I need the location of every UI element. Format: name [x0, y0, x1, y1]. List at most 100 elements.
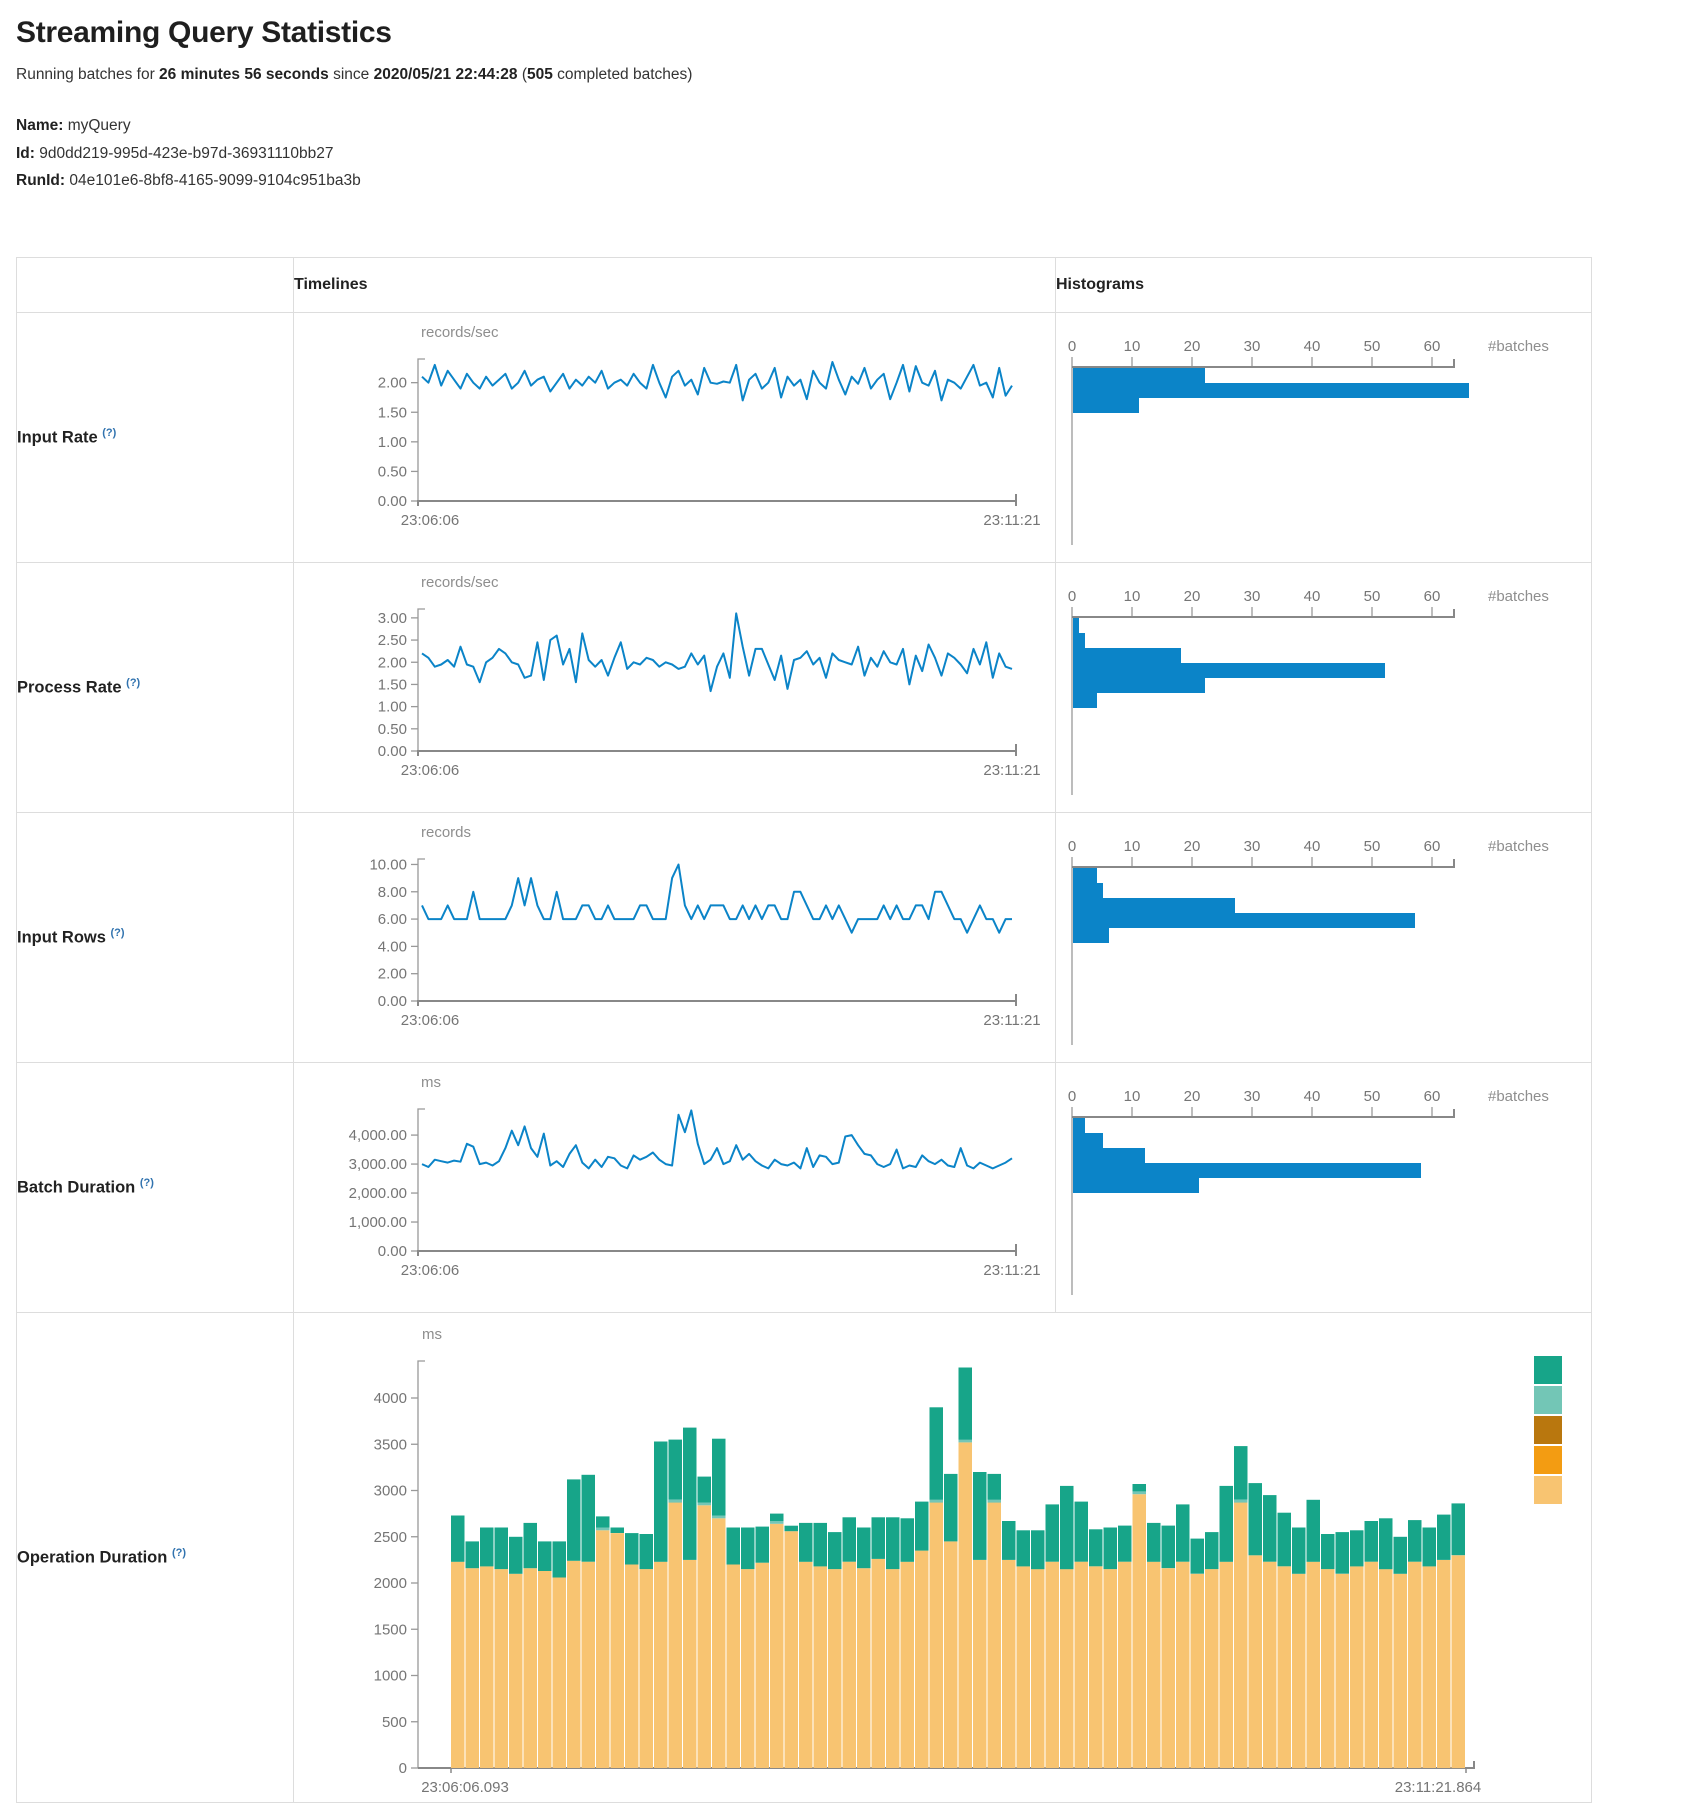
stacked-bar-segment: [1248, 1483, 1262, 1556]
svg-text:50: 50: [1364, 588, 1381, 605]
process-rate-histogram-chart: 0 10 20 30 40 50 60 #batches: [1056, 563, 1591, 811]
stacked-bar-segment: [871, 1517, 885, 1559]
help-tooltip-icon[interactable]: (?): [102, 426, 117, 439]
stacked-bar-segment: [1016, 1530, 1030, 1567]
timeline-line-series: [421, 361, 1013, 402]
batch-duration-timeline-chart: ms 0.00 1,000.00 2,000.00 3,000.00 4,000.00 23…: [294, 1063, 1055, 1311]
stacked-bar-segment: [1292, 1573, 1306, 1769]
stacked-bar-segment: [1176, 1504, 1190, 1562]
stacked-bar-segment: [842, 1561, 856, 1768]
input-rate-timeline-chart: records/sec 0.00 0.50 1.00 1.50 2.00 23:06:06 2…: [294, 313, 1055, 561]
histogram-bar: [1073, 913, 1415, 928]
page-title: Streaming Query Statistics: [16, 16, 392, 49]
stacked-bar-segment: [668, 1499, 682, 1503]
timeline-svg: records 0.00 2.00 4.00 6.00 8.00 10.00 23:06:06…: [369, 824, 1040, 1029]
process-rate-timeline-chart: records/sec 0.00 0.50 1.00 1.50 2.00 2.50 3.00 2…: [294, 563, 1055, 811]
stacked-bar-segment: [770, 1513, 784, 1521]
svg-text:50: 50: [1364, 338, 1381, 355]
stacked-bar-segment: [1408, 1561, 1422, 1768]
svg-text:23:11:21: 23:11:21: [983, 512, 1040, 529]
input-rows-row: Input Rows (?) records 0.00 2.00 4.00 6.00 8.…: [16, 811, 1592, 1063]
histogram-bar: [1073, 868, 1097, 883]
svg-text:10.00: 10.00: [369, 856, 407, 873]
stacked-bar-segment: [1002, 1521, 1016, 1560]
summary-suffix: completed batches): [552, 66, 693, 83]
histogram-svg: 0 10 20 30 40 50 60 #batches: [1068, 588, 1549, 795]
stacked-bar-segment: [1045, 1504, 1059, 1562]
stacked-bar-segment: [784, 1525, 798, 1532]
svg-text:0: 0: [1068, 838, 1076, 855]
svg-text:60: 60: [1424, 1088, 1441, 1105]
stacked-bar-segment: [683, 1427, 697, 1560]
histogram-bar: [1073, 1178, 1199, 1193]
histogram-bar: [1073, 1148, 1145, 1163]
legend-swatch: [1534, 1416, 1562, 1444]
help-tooltip-icon[interactable]: (?): [110, 926, 125, 939]
stacked-bar-segment: [1016, 1566, 1030, 1768]
stacked-bar-segment: [799, 1561, 813, 1768]
metric-label-input-rate: Input Rate: [17, 428, 98, 447]
stacked-bar-segment: [1350, 1530, 1364, 1567]
histogram-svg: 0 10 20 30 40 50 60 #batches: [1068, 1088, 1549, 1295]
stacked-bar-segment: [958, 1442, 972, 1768]
histogram-bar: [1073, 898, 1235, 913]
stacked-bar-segment: [1089, 1529, 1103, 1567]
stacked-bar-segment: [1234, 1499, 1248, 1503]
svg-text:4000: 4000: [374, 1390, 407, 1407]
svg-text:2000: 2000: [374, 1575, 407, 1592]
stacked-bar-segment: [770, 1523, 784, 1768]
stacked-bar-segment: [523, 1568, 537, 1768]
svg-text:0: 0: [1068, 1088, 1076, 1105]
svg-text:60: 60: [1424, 838, 1441, 855]
svg-text:23:11:21: 23:11:21: [983, 1012, 1040, 1029]
svg-text:23:06:06: 23:06:06: [401, 1262, 459, 1279]
stacked-bar-segment: [857, 1527, 871, 1569]
stacked-bar-segment: [1408, 1520, 1422, 1562]
svg-text:0: 0: [399, 1760, 407, 1777]
stacked-bar-segment: [1234, 1502, 1248, 1768]
svg-text:2,000.00: 2,000.00: [349, 1185, 407, 1202]
svg-text:0.00: 0.00: [378, 493, 407, 510]
stacked-bar-segment: [654, 1441, 668, 1562]
help-tooltip-icon[interactable]: (?): [139, 1176, 154, 1189]
histogram-bar: [1073, 928, 1109, 943]
summary-paren: (: [517, 66, 527, 83]
stacked-bar-segment: [596, 1516, 610, 1528]
svg-text:records/sec: records/sec: [421, 574, 499, 591]
stacked-bar-segment: [1219, 1485, 1233, 1562]
stacked-bar-segment: [857, 1568, 871, 1768]
svg-text:40: 40: [1304, 1088, 1321, 1105]
stacked-bar-segment: [1393, 1573, 1407, 1769]
stacked-bar-segment: [538, 1571, 552, 1768]
svg-text:10: 10: [1124, 338, 1141, 355]
query-runid-line: RunId: 04e101e6-8bf8-4165-9099-9104c951b…: [16, 167, 1693, 195]
input-rows-timeline-chart: records 0.00 2.00 4.00 6.00 8.00 10.00 23:06:06…: [294, 813, 1055, 1061]
stacked-bar-segment: [1147, 1522, 1161, 1562]
batch-duration-row: Batch Duration (?) ms 0.00 1,000.00 2,000.0…: [16, 1061, 1592, 1313]
stacked-bar-segment: [697, 1502, 711, 1506]
help-tooltip-icon[interactable]: (?): [126, 676, 141, 689]
stacked-bar-segment: [1306, 1561, 1320, 1768]
svg-text:2.00: 2.00: [378, 966, 407, 983]
stacked-bar-segment: [1292, 1527, 1306, 1574]
stacked-bar-segment: [828, 1532, 842, 1570]
stacked-bar-segment: [1393, 1536, 1407, 1574]
statistics-table: Timelines Histograms Input Rate (?) reco…: [16, 256, 1592, 1803]
stacked-bar-segment: [1451, 1555, 1465, 1769]
summary-start-time: 2020/05/21 22:44:28: [373, 66, 518, 83]
histogram-bar: [1073, 883, 1103, 898]
query-id-label: Id:: [16, 144, 35, 162]
stacked-bar-segment: [610, 1533, 624, 1768]
input-rows-histogram-chart: 0 10 20 30 40 50 60 #batches: [1056, 813, 1591, 1061]
stacked-bar-segment: [987, 1502, 1001, 1768]
help-tooltip-icon[interactable]: (?): [171, 1546, 186, 1559]
svg-text:0.50: 0.50: [378, 463, 407, 480]
svg-text:3500: 3500: [374, 1436, 407, 1453]
query-name-label: Name:: [16, 117, 64, 134]
stacked-bar-segment: [900, 1518, 914, 1562]
stacked-bar-segment: [886, 1517, 900, 1570]
stacked-bar-segment: [581, 1561, 595, 1768]
stacked-bar-segment: [509, 1536, 523, 1574]
metric-column-header: [16, 256, 294, 313]
query-id-line: Id: 9d0dd219-995d-423e-b97d-36931110bb27: [16, 140, 1693, 168]
